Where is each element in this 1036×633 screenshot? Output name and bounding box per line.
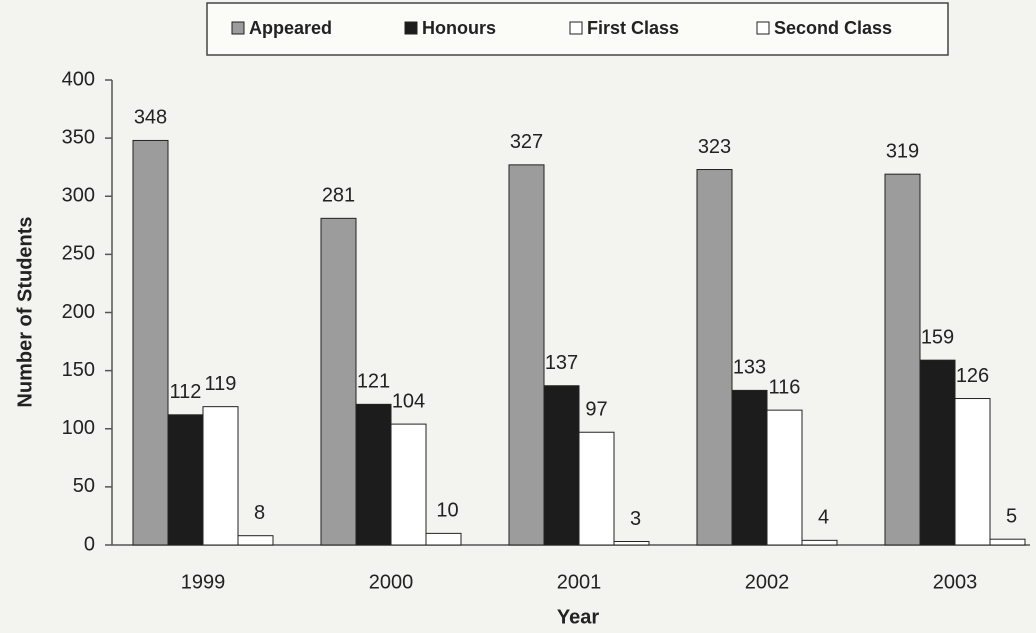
bar bbox=[132, 139, 169, 546]
data-label: 5 bbox=[1006, 505, 1017, 527]
legend-label: First Class bbox=[587, 18, 679, 38]
y-tick-label: 350 bbox=[62, 126, 95, 148]
bar bbox=[919, 359, 956, 546]
bar bbox=[543, 385, 580, 546]
data-label: 126 bbox=[956, 365, 989, 387]
x-tick-label: 1999 bbox=[181, 571, 226, 593]
legend-label: Second Class bbox=[774, 18, 892, 38]
bar bbox=[954, 398, 991, 546]
data-label: 8 bbox=[254, 502, 265, 524]
data-label: 323 bbox=[698, 136, 731, 158]
bar bbox=[578, 431, 615, 546]
x-tick-label: 2000 bbox=[369, 571, 414, 593]
bar bbox=[801, 539, 838, 546]
y-tick-label: 100 bbox=[62, 417, 95, 439]
legend-label: Appeared bbox=[249, 18, 332, 38]
data-label: 327 bbox=[510, 131, 543, 153]
y-tick-label: 0 bbox=[84, 533, 95, 555]
bar bbox=[613, 541, 650, 546]
bar bbox=[320, 217, 357, 546]
bar bbox=[989, 538, 1026, 546]
legend-swatch bbox=[231, 21, 245, 35]
bar bbox=[696, 169, 733, 546]
x-tick-label: 2001 bbox=[557, 571, 602, 593]
data-label: 319 bbox=[886, 140, 919, 162]
data-label: 137 bbox=[545, 352, 578, 374]
legend-swatch bbox=[569, 21, 583, 35]
x-axis-title: Year bbox=[557, 606, 599, 628]
data-label: 104 bbox=[392, 390, 425, 412]
bar bbox=[766, 409, 803, 546]
data-label: 4 bbox=[818, 507, 829, 529]
bar bbox=[237, 535, 274, 546]
bar bbox=[508, 164, 545, 546]
y-axis-title: Number of Students bbox=[14, 216, 36, 407]
bar bbox=[731, 389, 768, 546]
data-label: 159 bbox=[921, 326, 954, 348]
legend-swatch bbox=[756, 21, 770, 35]
y-tick-label: 300 bbox=[62, 185, 95, 207]
bar bbox=[355, 403, 392, 546]
data-label: 133 bbox=[733, 357, 766, 379]
y-tick-label: 150 bbox=[62, 359, 95, 381]
legend-swatch bbox=[404, 21, 418, 35]
data-label: 97 bbox=[585, 399, 607, 421]
y-tick-label: 200 bbox=[62, 301, 95, 323]
y-tick-label: 50 bbox=[73, 475, 95, 497]
data-label: 121 bbox=[357, 371, 390, 393]
legend: Appeared Honours First Class Second Class bbox=[206, 2, 949, 56]
x-tick-label: 2002 bbox=[745, 571, 790, 593]
data-label: 10 bbox=[436, 500, 458, 522]
x-tick-label: 2003 bbox=[933, 571, 978, 593]
legend-label: Honours bbox=[422, 18, 496, 38]
bar bbox=[390, 423, 427, 546]
y-tick-label: 250 bbox=[62, 243, 95, 265]
data-label: 119 bbox=[205, 373, 237, 395]
bar bbox=[202, 406, 239, 546]
data-label: 116 bbox=[769, 376, 801, 398]
data-label: 3 bbox=[630, 508, 641, 530]
data-label: 112 bbox=[170, 381, 202, 403]
bar bbox=[167, 414, 204, 546]
y-tick-label: 400 bbox=[62, 68, 95, 90]
data-label: 348 bbox=[134, 107, 167, 129]
bar bbox=[884, 173, 921, 546]
bar bbox=[425, 532, 462, 546]
data-label: 281 bbox=[322, 185, 355, 207]
